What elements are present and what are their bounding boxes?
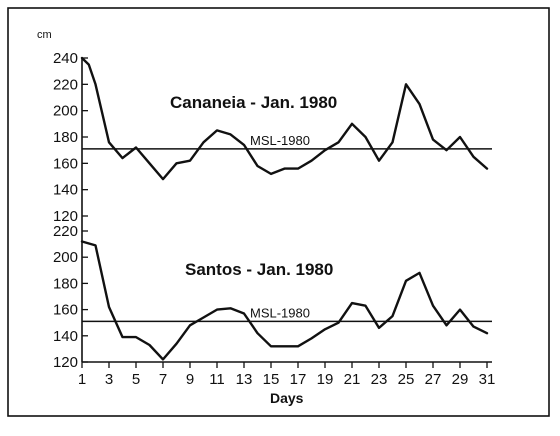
x-tick-label: 27 bbox=[425, 371, 442, 388]
santos-yaxis: 120 140 160 180 200 220 bbox=[53, 223, 88, 371]
figure-frame bbox=[7, 7, 550, 417]
x-tick-label: 21 bbox=[344, 371, 361, 388]
y-tick-label: 240 bbox=[53, 50, 78, 67]
x-axis-ticks: 1 3 5 7 9 11 13 15 17 19 21 23 25 27 29 31 bbox=[78, 362, 496, 388]
x-tick-label: 23 bbox=[371, 371, 388, 388]
y-tick-label: 200 bbox=[53, 103, 78, 120]
x-tick-label: 11 bbox=[209, 371, 225, 388]
x-tick-label: 7 bbox=[159, 371, 167, 388]
y-tick-label: 220 bbox=[53, 76, 78, 93]
y-tick-label: 140 bbox=[53, 328, 78, 345]
x-tick-label: 17 bbox=[290, 371, 307, 388]
cananeia-panel: cm Cananeia - Jan. 1980 120 140 160 180 200 2… bbox=[37, 29, 492, 225]
santos-sea-level-line bbox=[80, 240, 489, 361]
x-axis-label: Days bbox=[270, 390, 304, 406]
x-tick-label: 1 bbox=[78, 371, 86, 388]
x-tick-label: 5 bbox=[132, 371, 140, 388]
x-tick-label: 13 bbox=[236, 371, 253, 388]
x-tick-label: 29 bbox=[452, 371, 469, 388]
x-tick-label: 31 bbox=[479, 371, 496, 388]
x-tick-label: 25 bbox=[398, 371, 415, 388]
y-tick-label: 120 bbox=[53, 354, 78, 371]
cananeia-title: Cananeia - Jan. 1980 bbox=[170, 93, 337, 112]
y-tick-label: 120 bbox=[53, 208, 78, 225]
santos-panel: Santos - Jan. 1980 120 140 160 180 200 220 MS… bbox=[53, 223, 495, 406]
x-tick-label: 15 bbox=[263, 371, 280, 388]
y-tick-label: 180 bbox=[53, 129, 78, 146]
x-tick-label: 19 bbox=[317, 371, 334, 388]
x-tick-label: 3 bbox=[105, 371, 113, 388]
santos-title: Santos - Jan. 1980 bbox=[185, 260, 333, 279]
cananeia-msl-label: MSL-1980 bbox=[250, 133, 310, 148]
cananeia-sea-level-line bbox=[80, 56, 489, 181]
cananeia-ylabel: cm bbox=[37, 29, 52, 41]
x-tick-label: 9 bbox=[186, 371, 194, 388]
y-tick-label: 140 bbox=[53, 182, 78, 199]
y-tick-label: 200 bbox=[53, 249, 78, 266]
y-tick-label: 160 bbox=[53, 302, 78, 319]
y-tick-label: 160 bbox=[53, 155, 78, 172]
cananeia-yaxis: 120 140 160 180 200 220 240 bbox=[53, 50, 88, 225]
y-tick-label: 220 bbox=[53, 223, 78, 240]
y-tick-label: 180 bbox=[53, 275, 78, 292]
santos-msl-label: MSL-1980 bbox=[250, 305, 310, 320]
